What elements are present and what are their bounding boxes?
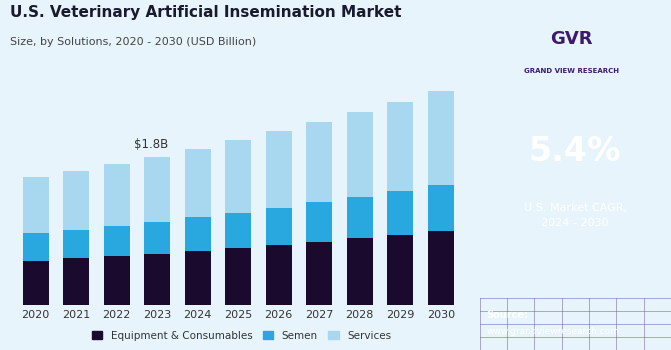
Bar xyxy=(346,112,373,197)
Bar xyxy=(387,234,413,304)
Bar xyxy=(427,91,454,185)
Bar xyxy=(23,233,49,260)
Bar xyxy=(185,149,211,217)
Bar xyxy=(103,164,130,226)
Bar xyxy=(427,185,454,231)
Legend: Equipment & Consumables, Semen, Services: Equipment & Consumables, Semen, Services xyxy=(88,327,395,345)
Bar xyxy=(387,102,413,191)
Bar xyxy=(387,191,413,235)
Bar xyxy=(346,238,373,304)
Bar xyxy=(306,122,332,202)
Bar xyxy=(23,177,49,233)
Text: 5.4%: 5.4% xyxy=(529,135,621,168)
Text: U.S. Market CAGR,
2024 - 2030: U.S. Market CAGR, 2024 - 2030 xyxy=(523,203,627,228)
Text: Size, by Solutions, 2020 - 2030 (USD Billion): Size, by Solutions, 2020 - 2030 (USD Bil… xyxy=(10,37,256,47)
Bar xyxy=(266,208,292,245)
Text: $1.8B: $1.8B xyxy=(134,138,168,150)
Bar xyxy=(103,226,130,256)
Bar xyxy=(266,245,292,304)
Bar xyxy=(266,132,292,208)
Bar xyxy=(144,254,170,304)
Bar xyxy=(63,230,89,258)
Bar xyxy=(427,231,454,304)
Bar xyxy=(225,140,252,212)
Bar xyxy=(225,248,252,304)
Text: www.grandviewresearch.com: www.grandviewresearch.com xyxy=(486,327,619,336)
Text: U.S. Veterinary Artificial Insemination Market: U.S. Veterinary Artificial Insemination … xyxy=(10,5,401,20)
Text: GRAND VIEW RESEARCH: GRAND VIEW RESEARCH xyxy=(523,68,619,75)
Bar xyxy=(185,251,211,304)
Text: Source:: Source: xyxy=(486,310,529,320)
Bar xyxy=(144,157,170,222)
Text: GVR: GVR xyxy=(550,29,592,48)
Bar xyxy=(103,256,130,304)
Bar xyxy=(306,202,332,241)
Bar xyxy=(225,212,252,248)
Bar xyxy=(346,197,373,238)
Bar xyxy=(185,217,211,251)
Bar xyxy=(144,222,170,254)
Bar xyxy=(63,258,89,304)
Bar xyxy=(306,241,332,304)
Bar xyxy=(23,260,49,304)
Bar xyxy=(63,171,89,230)
